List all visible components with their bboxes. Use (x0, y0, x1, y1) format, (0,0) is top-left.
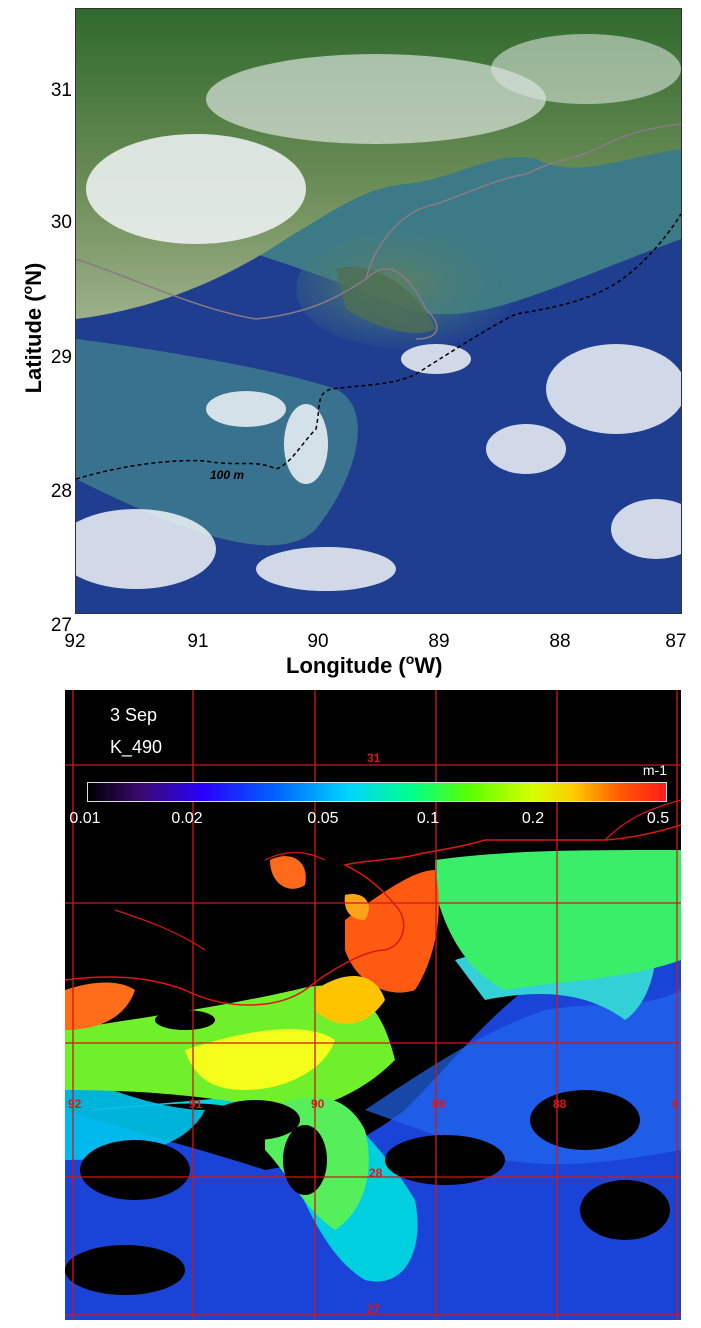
colorbar-tick-0.5: 0.5 (646, 810, 670, 827)
x-tick-88: 88 (549, 631, 571, 652)
x-tick-89: 89 (428, 631, 450, 652)
grid-label-lon-91: 91 (189, 1097, 203, 1111)
colorbar-tick-0.1: 0.1 (416, 810, 440, 827)
y-tick-31: 31 (50, 80, 72, 101)
grid-label-lon-87: 8 (672, 1097, 679, 1111)
y-axis-title: Latitude (oN) (19, 262, 46, 394)
colorbar-unit: m-1 (642, 762, 667, 778)
grid-label-lon-89: 89 (432, 1097, 446, 1111)
y-tick-30: 30 (50, 212, 72, 233)
y-tick-27: 27 (50, 615, 72, 636)
true-color-map (75, 8, 682, 614)
date-label: 3 Sep (110, 705, 158, 725)
colorbar-tick-0.02: 0.02 (171, 810, 203, 827)
y-tick-28: 28 (50, 481, 72, 502)
colorbar-tick-0.05: 0.05 (307, 810, 339, 827)
y-tick-29: 29 (50, 347, 72, 368)
variable-label: K_490 (110, 737, 163, 757)
grid-label-lat-31: 31 (367, 751, 381, 765)
grid-label-lon-92: 92 (68, 1097, 82, 1111)
grid-label-lat-28: 28 (369, 1166, 383, 1180)
k490-map: 3 Sep K_490 m-1 0.01 0.02 0.05 0.1 0.2 0… (65, 690, 681, 1320)
x-axis-title: Longitude (oW) (286, 651, 443, 678)
isobath-label: 100 m (210, 468, 245, 482)
colorbar-tick-0.2: 0.2 (521, 810, 545, 827)
grid-label-lat-27: 27 (367, 1302, 381, 1316)
x-tick-90: 90 (307, 631, 329, 652)
x-tick-91: 91 (187, 631, 209, 652)
colorbar-tick-0.01: 0.01 (69, 810, 101, 827)
x-tick-92: 92 (64, 631, 86, 652)
grid-label-lon-88: 88 (553, 1097, 567, 1111)
colorbar (87, 782, 667, 802)
grid-label-lon-90: 90 (311, 1097, 325, 1111)
x-tick-87: 87 (665, 631, 687, 652)
